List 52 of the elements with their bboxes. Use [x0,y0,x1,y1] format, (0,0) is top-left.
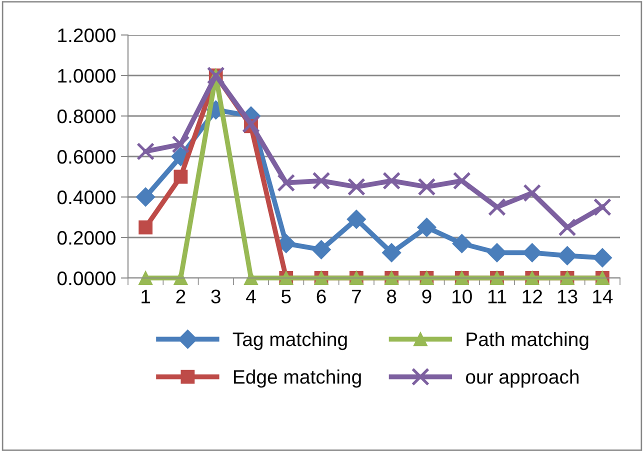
legend-label: Path matching [466,332,588,350]
point [312,172,330,190]
legend-label: Edge matching [234,370,361,388]
point [522,243,542,262]
point [347,178,366,196]
point [136,142,155,160]
point [138,271,153,285]
point [593,198,612,216]
point [138,220,153,234]
point [242,115,260,134]
x-tick-label: 13 [558,290,578,304]
point [174,271,188,285]
x-tick-label: 11 [488,290,506,304]
point [417,218,436,237]
point [558,218,576,236]
x-tick-label: 10 [452,290,472,304]
x-tick-label: 3 [211,290,220,304]
point [488,198,506,216]
y-tick-label: 1.2000 [58,28,116,42]
point [382,172,401,190]
x-tick-label: 4 [246,290,256,304]
x-tick-label: 5 [282,290,291,304]
point [558,246,577,266]
point [418,178,436,196]
x-tick-label: 6 [316,290,326,304]
y-tick-label: 0.6000 [57,150,116,164]
point [244,271,258,285]
y-tick-label: 0.8000 [57,109,116,124]
point [312,240,331,260]
point [452,234,472,254]
y-tick-label: 0.4000 [57,190,116,204]
x-tick-label: 1 [142,290,150,304]
point [382,243,402,262]
point [172,135,190,154]
point [523,184,542,202]
y-tick-label: 0.2000 [57,230,116,245]
x-tick-label: 9 [422,290,432,304]
y-tick-label: 1.0000 [58,68,116,83]
point [452,172,471,190]
point [174,170,188,184]
x-tick-label: 12 [522,290,542,304]
point [592,248,612,268]
point [346,210,366,229]
x-tick-label: 2 [176,290,186,304]
x-tick-label: 7 [352,290,361,304]
x-tick-label: 8 [387,290,396,304]
legend-label: Tag matching [232,332,347,350]
point [136,187,156,207]
x-tick-label: 14 [593,290,613,304]
point [277,174,296,192]
y-tick-label: 0.0000 [57,271,116,286]
legend-label: our approach [466,370,579,388]
